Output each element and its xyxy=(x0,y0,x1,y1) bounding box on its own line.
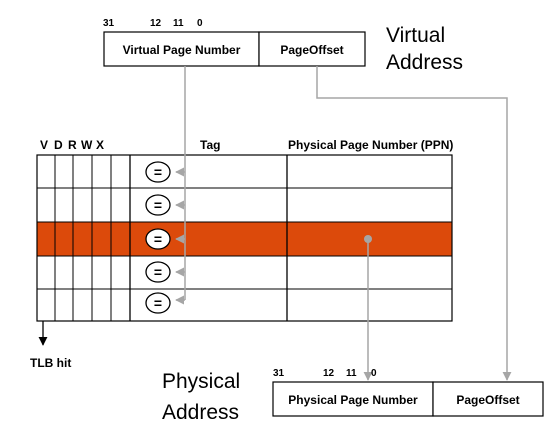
vpn-tag-lines xyxy=(175,66,186,305)
comparator: = xyxy=(145,261,171,283)
pa-ppn-label: Physical Page Number xyxy=(288,393,418,407)
pa-bit-12: 12 xyxy=(323,368,335,379)
flag-header-x: X xyxy=(96,138,104,152)
comparators: = = = = = xyxy=(145,161,171,314)
tlb-border xyxy=(36,154,453,322)
comparator: = xyxy=(145,292,171,314)
physical-address: Physical Address 31 12 11 0 Physical Pag… xyxy=(162,368,544,424)
comparator-symbol: = xyxy=(154,295,162,311)
ppn-header: Physical Page Number (PPN) xyxy=(288,138,453,152)
pa-bit-11: 11 xyxy=(346,368,357,379)
va-bit-12: 12 xyxy=(150,18,162,29)
vpn-field xyxy=(103,31,260,67)
tlb-hit-label: TLB hit xyxy=(30,356,71,370)
va-title-line2: Address xyxy=(386,51,463,74)
pa-ppn-field xyxy=(272,381,434,417)
pa-bit-0: 0 xyxy=(371,368,377,379)
va-title-line1: Virtual xyxy=(386,24,445,47)
comparator: = xyxy=(145,228,171,250)
va-bit-0: 0 xyxy=(197,18,203,29)
va-bit-11: 11 xyxy=(173,18,184,29)
virtual-address: 31 12 11 0 Virtual Page Number PageOffse… xyxy=(103,18,463,74)
flag-header-w: W xyxy=(81,138,93,152)
tlb-table xyxy=(36,154,453,322)
pa-bit-31: 31 xyxy=(273,368,285,379)
va-bit-31: 31 xyxy=(103,18,115,29)
comparator-symbol: = xyxy=(154,231,162,247)
comparator-symbol: = xyxy=(154,264,162,280)
page-offset-arrow xyxy=(316,66,512,381)
pa-title-line2: Address xyxy=(162,401,239,424)
comparator: = xyxy=(145,194,171,216)
pa-title-line1: Physical xyxy=(162,370,240,393)
tlb-headers: V D R W X Tag Physical Page Number (PPN) xyxy=(40,138,453,152)
va-offset-label: PageOffset xyxy=(280,43,343,57)
tlb-hit-row xyxy=(37,222,452,256)
pa-offset-field xyxy=(432,381,544,417)
comparator-symbol: = xyxy=(154,164,162,180)
comparator: = xyxy=(145,161,171,183)
pa-offset-label: PageOffset xyxy=(456,393,519,407)
flag-header-r: R xyxy=(68,138,77,152)
comparator-symbol: = xyxy=(154,197,162,213)
flag-header-v: V xyxy=(40,138,48,152)
tag-header: Tag xyxy=(200,138,220,152)
flag-header-d: D xyxy=(54,138,63,152)
va-offset-field xyxy=(258,31,366,67)
vpn-label: Virtual Page Number xyxy=(123,43,241,57)
